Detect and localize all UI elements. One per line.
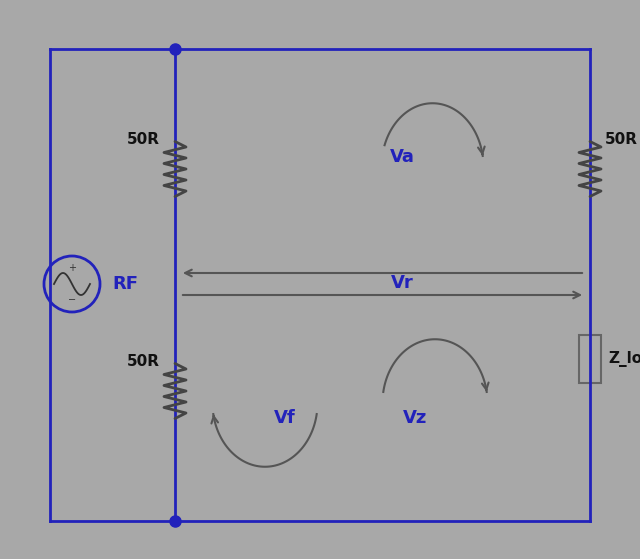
Text: 50R: 50R (127, 131, 160, 146)
Text: +: + (68, 263, 76, 273)
Text: RF: RF (112, 275, 138, 293)
Text: Z_load: Z_load (608, 351, 640, 367)
Text: Va: Va (390, 148, 415, 166)
Text: 50R: 50R (605, 131, 638, 146)
Text: Vf: Vf (274, 409, 296, 427)
Text: 50R: 50R (127, 353, 160, 368)
Text: Vr: Vr (391, 274, 414, 292)
Text: Vz: Vz (403, 409, 427, 427)
Bar (579, 335, 601, 383)
Text: −: − (68, 295, 76, 305)
